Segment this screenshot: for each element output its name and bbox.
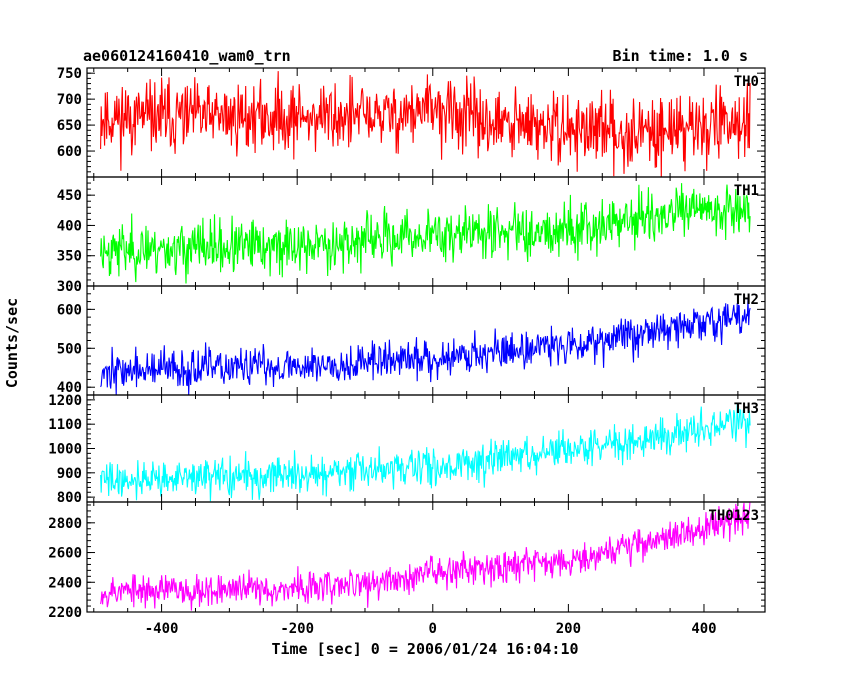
- panel-label-th0123: TH0123: [708, 508, 759, 524]
- y-tick-label: 1000: [48, 442, 82, 458]
- panel-th1: 300 350 400 450 TH1: [57, 176, 766, 295]
- y-tick-label: 800: [57, 490, 82, 506]
- series-line-th1: [100, 183, 751, 284]
- panel-label-th3: TH3: [734, 401, 759, 417]
- y-tick-label: 700: [57, 92, 82, 108]
- x-tick-label: 400: [691, 621, 716, 637]
- y-tick-label: 450: [57, 188, 82, 204]
- panel-th0: 600 650 700 750 TH0: [57, 66, 766, 178]
- series-line-th3: [100, 404, 751, 502]
- panel-frame: [86, 501, 766, 613]
- panel-th3: 800 900 1000 1100 1200 TH3: [48, 393, 766, 506]
- x-tick-label: -200: [280, 621, 314, 637]
- series-line-th0: [100, 71, 751, 177]
- x-tick-label: -400: [145, 621, 179, 637]
- series-line-th2: [100, 297, 751, 395]
- panel-th0123: 2200 2400 2600 2800 TH0123: [48, 501, 766, 621]
- y-tick-label: 300: [57, 279, 82, 295]
- y-tick-label: 650: [57, 118, 82, 134]
- y-tick-label: 2400: [48, 575, 82, 591]
- panels-group: 600 650 700 750 TH0 300 350 400 450 TH1 400 500 600 T…: [48, 66, 766, 637]
- y-tick-label: 750: [57, 66, 82, 82]
- y-tick-label: 350: [57, 249, 82, 265]
- y-tick-label: 600: [57, 144, 82, 160]
- y-tick-label: 400: [57, 218, 82, 234]
- panel-label-th1: TH1: [734, 183, 759, 199]
- panel-frame: [86, 394, 766, 503]
- panel-th2: 400 500 600 TH2: [57, 285, 766, 396]
- series-line-th0123: [100, 502, 751, 611]
- y-tick-label: 2600: [48, 546, 82, 562]
- x-tick-label: 0: [429, 621, 437, 637]
- x-tick-label: 200: [556, 621, 581, 637]
- y-tick-label: 2200: [48, 605, 82, 621]
- y-tick-label: 1100: [48, 417, 82, 433]
- panel-label-th0: TH0: [734, 74, 759, 90]
- y-tick-label: 500: [57, 341, 82, 357]
- y-tick-label: 2800: [48, 516, 82, 532]
- y-axis-label: Counts/sec: [3, 298, 21, 388]
- y-tick-label: 600: [57, 302, 82, 318]
- panel-label-th2: TH2: [734, 292, 759, 308]
- y-tick-label: 900: [57, 466, 82, 482]
- chart-title: ae060124160410_wam0_trn: [83, 47, 291, 65]
- x-axis-label: Time [sec] 0 = 2006/01/24 16:04:10: [271, 640, 578, 658]
- y-tick-label: 1200: [48, 393, 82, 409]
- y-tick-label: 400: [57, 380, 82, 396]
- bin-time-label: Bin time: 1.0 s: [613, 47, 748, 65]
